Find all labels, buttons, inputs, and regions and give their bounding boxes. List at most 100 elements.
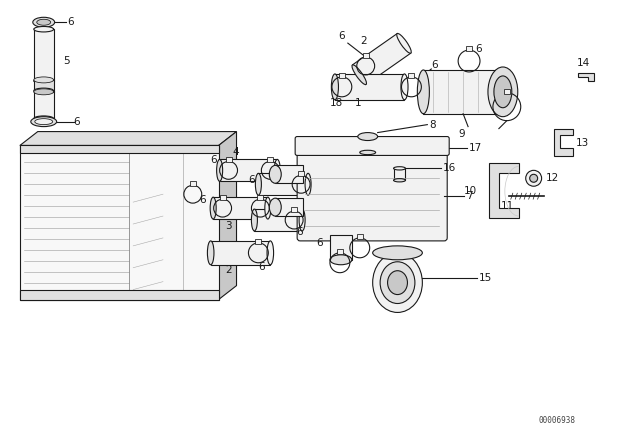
Bar [220,195,225,200]
Bar [259,173,308,195]
Text: 6: 6 [68,17,74,27]
Ellipse shape [305,173,311,195]
Bar [291,207,297,212]
Ellipse shape [397,34,412,53]
Text: 6: 6 [74,116,80,127]
Text: 4: 4 [232,147,239,157]
Ellipse shape [388,271,408,294]
Bar [363,53,369,58]
Bar [360,137,376,152]
Text: 6: 6 [296,227,303,237]
Ellipse shape [394,167,406,170]
Bar [335,74,404,100]
Text: 6: 6 [338,31,344,41]
Bar [394,168,406,180]
Bar [20,146,219,300]
Ellipse shape [252,209,257,231]
Text: 9: 9 [458,129,465,138]
Ellipse shape [255,173,261,195]
Bar [504,89,510,94]
Ellipse shape [494,76,512,108]
Text: 15: 15 [479,273,492,283]
Ellipse shape [332,74,339,100]
Bar [466,46,472,51]
Ellipse shape [360,134,376,139]
Bar [298,171,304,177]
Ellipse shape [34,89,54,95]
Polygon shape [554,129,573,156]
Ellipse shape [31,116,57,127]
Circle shape [525,170,541,186]
Text: 00006938: 00006938 [539,416,575,425]
Ellipse shape [372,253,422,312]
Bar [268,157,273,162]
Ellipse shape [401,74,408,100]
Text: 6: 6 [475,44,482,54]
Polygon shape [20,132,237,146]
Ellipse shape [299,209,305,231]
Bar [255,209,302,231]
Ellipse shape [34,78,54,84]
Bar [20,289,219,300]
Ellipse shape [34,88,54,94]
Ellipse shape [497,70,509,114]
Text: 5: 5 [63,56,70,66]
Text: 6: 6 [211,155,218,165]
Text: 18: 18 [330,98,343,108]
Ellipse shape [269,165,281,183]
Text: 16: 16 [444,164,456,173]
Ellipse shape [372,246,422,260]
Bar [20,146,219,154]
Bar [356,234,363,239]
Text: 6: 6 [248,175,255,185]
Bar [34,80,54,92]
Text: 1: 1 [355,98,362,108]
Ellipse shape [34,26,54,32]
Ellipse shape [35,119,52,125]
Bar [34,29,54,81]
Bar [275,198,303,216]
Text: 6: 6 [199,195,205,205]
Text: 6: 6 [431,60,438,70]
Ellipse shape [358,133,378,141]
Text: 6: 6 [259,262,265,272]
Ellipse shape [34,116,54,121]
Bar [339,73,345,78]
Bar [220,159,277,181]
Text: 2: 2 [360,36,366,46]
Ellipse shape [265,197,271,219]
Ellipse shape [207,241,214,265]
Text: 12: 12 [545,173,559,183]
Ellipse shape [267,241,273,265]
Text: 11: 11 [501,201,514,211]
Bar [408,73,415,78]
Ellipse shape [216,159,223,181]
Bar [330,235,352,260]
Ellipse shape [275,159,280,181]
Ellipse shape [210,197,216,219]
Ellipse shape [34,77,54,83]
Bar [34,91,54,119]
Polygon shape [219,132,237,300]
Ellipse shape [417,70,429,114]
Text: 10: 10 [464,186,477,196]
Bar [275,165,303,183]
Bar [255,239,261,244]
Circle shape [530,174,538,182]
Text: 8: 8 [429,120,436,129]
Bar [337,249,343,254]
Polygon shape [579,73,595,81]
Text: 13: 13 [575,138,589,147]
Polygon shape [353,34,411,85]
FancyBboxPatch shape [297,151,447,241]
Polygon shape [297,141,447,152]
Ellipse shape [394,179,406,182]
Ellipse shape [360,150,376,155]
Polygon shape [489,164,519,218]
Text: 6: 6 [316,238,323,248]
Ellipse shape [380,262,415,303]
Bar [423,70,503,114]
Text: 3: 3 [225,221,232,231]
Text: 7: 7 [466,191,473,201]
Ellipse shape [269,198,281,216]
